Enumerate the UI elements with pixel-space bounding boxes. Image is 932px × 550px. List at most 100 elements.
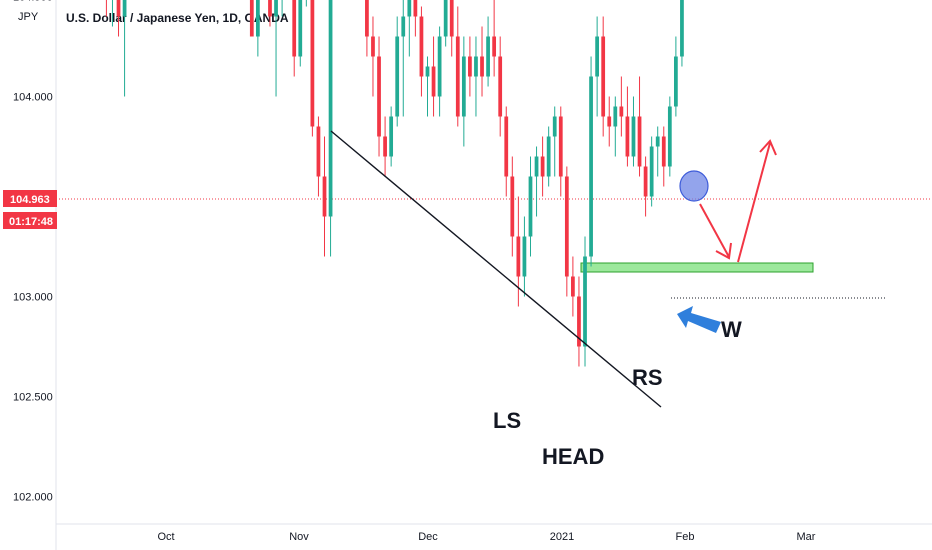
candle	[116, 0, 121, 37]
candle	[268, 0, 272, 27]
candle-body	[528, 176, 533, 237]
candle-body	[504, 116, 509, 177]
candle	[498, 36, 503, 137]
candle	[383, 116, 387, 177]
y-tick-label: 104.500	[13, 0, 53, 4]
candle-body	[607, 116, 612, 127]
candle	[437, 26, 442, 117]
candle	[305, 0, 307, 7]
candle-body	[540, 156, 545, 177]
candle-body	[431, 66, 436, 97]
candle-body	[492, 36, 497, 57]
support-zone	[580, 262, 814, 273]
candle	[461, 36, 466, 147]
candle	[274, 0, 278, 97]
candle	[328, 0, 333, 257]
candle	[564, 166, 569, 297]
candle-body	[655, 136, 660, 147]
candle	[637, 76, 642, 177]
x-tick-label: 2021	[550, 531, 574, 543]
y-axis[interactable]: 106.500106.000105.500105.000104.500104.0…	[13, 0, 53, 504]
price-tag-box	[3, 190, 57, 207]
candle	[546, 126, 551, 187]
candle	[625, 86, 630, 167]
candle	[674, 36, 678, 117]
candle-body	[268, 0, 272, 17]
candle-body	[443, 0, 448, 37]
candle	[558, 106, 563, 197]
candle-body	[474, 56, 478, 77]
candle	[255, 0, 260, 57]
candle-body	[255, 0, 260, 37]
y-tick-label: 102.500	[13, 392, 53, 404]
candle	[401, 0, 406, 117]
candle-body	[522, 236, 527, 277]
candle-body	[498, 56, 503, 117]
candle-body	[510, 176, 515, 237]
descending-trendline[interactable]	[330, 130, 662, 408]
candle-body	[419, 16, 424, 77]
countdown-tag-box	[3, 212, 57, 229]
candle	[504, 106, 509, 197]
x-axis[interactable]: Oct Nov Dec 2021 Feb Mar	[157, 531, 815, 543]
candle-body	[395, 36, 400, 117]
candle	[552, 106, 557, 177]
candle-body	[249, 0, 254, 37]
candle-body	[480, 56, 484, 77]
candle-body	[298, 0, 303, 57]
candle-body	[577, 296, 581, 347]
candle	[443, 0, 448, 47]
candle-body	[680, 0, 684, 57]
candle-body	[116, 0, 121, 17]
candle	[619, 76, 624, 137]
candle-body	[449, 0, 454, 37]
candle-body	[619, 106, 624, 117]
candle-body	[383, 136, 387, 157]
candle	[631, 96, 636, 167]
candle	[310, 0, 315, 137]
candle	[577, 276, 581, 367]
candle	[492, 0, 497, 77]
red-arrow-down-head	[715, 242, 732, 260]
candle	[474, 36, 478, 117]
candle	[680, 0, 684, 67]
candle	[607, 96, 612, 147]
candle	[510, 156, 515, 257]
candle	[371, 16, 375, 97]
candle	[249, 0, 254, 37]
candle-body	[274, 0, 278, 17]
candle-body	[437, 36, 442, 97]
w-label: W	[721, 317, 742, 342]
candle-body	[667, 106, 672, 167]
candle	[655, 126, 660, 177]
candle-body	[601, 36, 606, 117]
candle	[425, 56, 430, 117]
projection-arrow[interactable]	[699, 139, 777, 263]
candle-body	[661, 136, 666, 167]
candle	[516, 196, 521, 307]
candle-body	[322, 176, 327, 217]
candle-body	[637, 116, 642, 167]
candle-body	[674, 56, 678, 107]
y-tick-label: 104.000	[13, 92, 53, 104]
candle	[431, 36, 436, 117]
candle	[389, 106, 394, 167]
x-tick-label: Oct	[157, 531, 174, 543]
candle-body	[328, 0, 333, 217]
candle-body	[564, 176, 569, 277]
candle-body	[389, 116, 394, 157]
candle	[601, 16, 606, 137]
x-tick-label: Mar	[797, 531, 816, 543]
candle	[661, 126, 666, 187]
candle-body	[625, 116, 630, 157]
x-tick-label: Feb	[676, 531, 695, 543]
candle	[413, 0, 418, 37]
highlight-circle[interactable]	[679, 170, 709, 202]
candle-body	[365, 0, 369, 37]
red-arrow-down-line	[699, 203, 730, 258]
candle-body	[468, 56, 472, 77]
countdown-tag-value: 01:17:48	[9, 216, 53, 228]
price-tag-value: 104.963	[10, 194, 50, 206]
blue-arrow[interactable]	[677, 306, 721, 333]
